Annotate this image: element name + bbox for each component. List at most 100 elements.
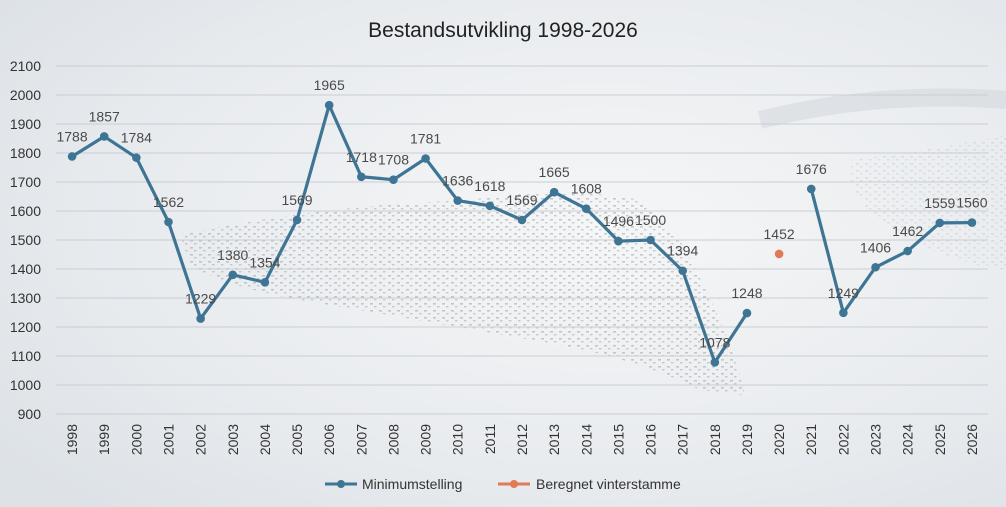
x-tick-label-2024: 2024 [900,424,916,455]
series-lines [71,103,972,364]
legend-marker-minimumstelling [337,480,345,488]
data-point-minimumstelling-2015 [614,236,623,246]
data-label-minimumstelling-2015: 1496 [603,213,634,229]
data-label-minimumstelling-2003: 1380 [217,247,248,263]
data-point-minimumstelling-2004 [260,278,270,287]
x-tick-label-2019: 2019 [739,424,755,455]
y-tick-label-2000: 2000 [10,87,41,103]
y-tick-label-1200: 1200 [10,319,41,335]
x-tick-label-2000: 2000 [128,424,144,455]
x-tick-label-2010: 2010 [450,424,466,455]
data-label-minimumstelling-2007: 1718 [346,149,377,165]
data-label-minimumstelling-2002: 1229 [185,291,216,307]
data-point-minimumstelling-2017 [678,266,687,276]
data-label-minimumstelling-2021: 1676 [796,161,827,177]
legend-label-minimumstelling: Minimumstelling [362,476,462,492]
x-tick-label-2013: 2013 [546,424,562,455]
x-tick-label-2021: 2021 [803,424,819,455]
data-point-minimumstelling-2025 [935,218,945,228]
data-label-minimumstelling-2010: 1636 [442,173,473,189]
legend-marker-beregnet-vinterstamme [510,480,518,488]
data-label-minimumstelling-2019: 1248 [731,285,762,301]
legend-item-minimumstelling: Minimumstelling [325,476,462,492]
data-label-minimumstelling-2006: 1965 [314,77,345,93]
data-label-beregnet-vinterstamme-2020: 1452 [764,226,795,242]
y-tick-label-1800: 1800 [10,145,41,161]
data-point-minimumstelling-2026 [967,218,977,227]
data-label-minimumstelling-2025: 1559 [924,195,955,211]
x-tick-label-2001: 2001 [160,424,176,455]
y-tick-label-2100: 2100 [10,58,41,74]
x-tick-label-2011: 2011 [482,424,498,454]
data-label-minimumstelling-2024: 1462 [892,223,923,239]
legend-item-beregnet-vinterstamme: Beregnet vinterstamme [498,476,681,492]
data-label-minimumstelling-2023: 1406 [860,239,891,255]
x-tick-label-2007: 2007 [353,424,369,455]
data-point-minimumstelling-2013 [549,187,559,197]
data-point-minimumstelling-2021 [806,184,816,194]
y-tick-label-1100: 1100 [11,348,41,364]
data-point-minimumstelling-2009 [421,154,430,163]
x-tick-label-2015: 2015 [610,424,626,455]
data-label-minimumstelling-1999: 1857 [89,108,120,124]
data-label-minimumstelling-2011: 1618 [474,178,505,194]
y-tick-label-1900: 1900 [10,116,41,132]
data-label-minimumstelling-2009: 1781 [410,131,441,147]
legend-label-beregnet-vinterstamme: Beregnet vinterstamme [536,476,681,492]
x-tick-label-2014: 2014 [578,424,594,455]
x-tick-label-2026: 2026 [964,424,980,455]
x-tick-label-2020: 2020 [771,424,787,455]
series-line-minimumstelling-0 [71,103,749,364]
y-tick-label-1000: 1000 [10,377,41,393]
data-point-minimumstelling-2000 [132,153,141,162]
data-point-minimumstelling-2003 [228,270,238,280]
data-point-minimumstelling-2011 [485,201,495,211]
data-point-minimumstelling-1998 [67,152,77,161]
data-point-minimumstelling-2006 [324,100,334,110]
x-tick-label-1999: 1999 [96,424,112,455]
data-label-minimumstelling-2016: 1500 [635,212,666,228]
x-tick-label-2023: 2023 [868,424,884,455]
y-tick-label-1700: 1700 [10,174,41,190]
data-point-minimumstelling-2019 [742,308,752,318]
y-tick-label-900: 900 [18,406,42,422]
data-point-minimumstelling-2014 [581,204,591,213]
gridlines [56,65,988,415]
data-point-minimumstelling-2023 [871,262,880,272]
x-tick-label-2025: 2025 [932,424,948,455]
data-point-minimumstelling-2008 [389,175,398,184]
y-tick-label-1300: 1300 [10,290,41,306]
data-point-minimumstelling-2005 [292,215,302,225]
x-tick-label-2012: 2012 [514,424,530,455]
data-label-minimumstelling-1998: 1788 [56,128,87,144]
y-tick-label-1600: 1600 [10,203,41,219]
x-tick-label-2005: 2005 [289,424,305,455]
data-label-minimumstelling-2008: 1708 [378,152,409,168]
data-point-minimumstelling-2007 [357,172,366,182]
y-tick-label-1400: 1400 [10,261,41,277]
data-label-minimumstelling-2000: 1784 [121,130,152,146]
chart-title: Bestandsutvikling 1998-2026 [368,19,638,42]
data-point-minimumstelling-2001 [164,217,173,227]
x-axis-ticks: 1998 1999 2000 2001 2002 2003 2004 2005 2006 2007… [64,424,980,455]
y-axis-ticks: 900 1000 1100 1200 1300 1400 1500 1600 1700 1800 1… [10,58,41,422]
x-tick-label-2018: 2018 [707,424,723,455]
x-tick-label-2003: 2003 [225,424,241,455]
x-tick-label-1998: 1998 [64,424,80,455]
data-label-minimumstelling-2001: 1562 [153,194,184,210]
data-label-minimumstelling-2013: 1665 [539,164,570,180]
x-tick-label-2004: 2004 [257,424,273,455]
legend: Minimumstelling Beregnet vinterstamme [325,476,681,492]
x-tick-label-2016: 2016 [643,424,659,455]
data-point-minimumstelling-2002 [196,314,205,323]
x-tick-label-2009: 2009 [418,424,434,455]
data-label-minimumstelling-2005: 1569 [281,192,312,208]
x-tick-label-2006: 2006 [321,424,337,455]
x-tick-label-2022: 2022 [835,424,851,455]
data-point-beregnet-vinterstamme-2020 [774,249,784,259]
data-point-minimumstelling-1999 [99,132,109,141]
data-point-minimumstelling-2010 [453,196,463,205]
data-point-minimumstelling-2024 [903,246,912,256]
series-points [67,100,977,367]
